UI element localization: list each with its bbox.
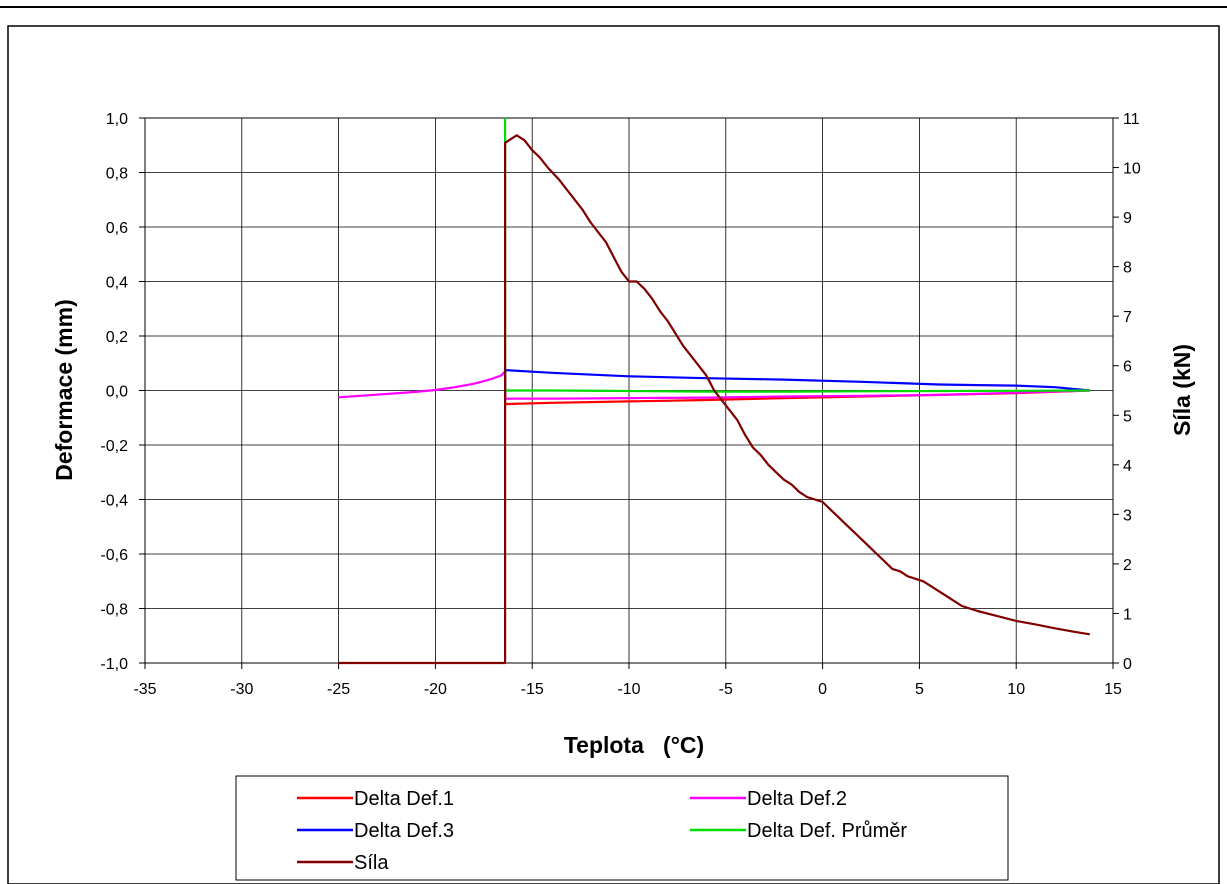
y2-tick-label: 11 [1123,111,1140,128]
y-tick-label: -0,4 [100,493,128,510]
legend-label: Delta Def.2 [747,788,847,810]
y2-tick-label: 9 [1123,210,1132,227]
x-tick-label: 10 [1007,681,1025,698]
y-tick-label: 0,6 [106,220,128,237]
y-tick-labels: 1,0 0,8 0,6 0,4 0,2 0,0 -0,2 -0,4 -0,6 -0,8 -1,0 [100,111,128,673]
y2-tick-label: 3 [1123,507,1132,524]
y-tick-label: 1,0 [106,111,128,128]
x-tick-label: -20 [424,681,447,698]
y2-tick-label: 2 [1123,557,1132,574]
x-axis-title: Teplota (°C) [564,732,704,758]
series-lines [338,118,1090,665]
y2-tick-label: 7 [1123,309,1132,326]
x-tick-label: -5 [719,681,733,698]
y-tick-label: 0,8 [106,166,128,183]
x-tick-label: 15 [1104,681,1122,698]
y-tick-label: -1,0 [100,656,128,673]
y-tick-label: 0,2 [106,329,128,346]
x-tick-label: -25 [327,681,350,698]
y-axis-title: Deformace (mm) [51,299,77,481]
y2-tick-label: 8 [1123,260,1132,277]
y-tick-label: -0,2 [100,438,128,455]
y2-tick-label: 1 [1123,606,1132,623]
y-tick-label: 0,0 [106,384,128,401]
x-tick-label: 0 [818,681,827,698]
y2-tick-label: 5 [1123,408,1132,425]
y2-tick-label: 6 [1123,359,1132,376]
y2-tick-label: 4 [1123,458,1132,475]
y-tick-label: -0,6 [100,547,128,564]
x-tick-label: -30 [230,681,253,698]
y2-tick-label: 0 [1123,656,1132,673]
legend: Delta Def.1 Delta Def.2 Delta Def.3 Delta D… [297,788,907,874]
y2-tick-label: 10 [1123,161,1141,178]
x-tick-label: 5 [915,681,924,698]
series-line-sila [338,134,1090,665]
series-line-delta-def-3 [504,369,1090,392]
chart-border [7,25,1220,884]
x-tick-label: -15 [521,681,544,698]
y-tick-label: -0,8 [100,602,128,619]
x-tick-label: -35 [133,681,156,698]
legend-box [235,775,1009,881]
legend-label: Delta Def.3 [354,820,454,842]
x-tick-label: -10 [617,681,640,698]
y-tick-label: 0,4 [106,275,128,292]
y2-axis-title: Síla (kN) [1169,344,1195,436]
legend-label: Delta Def. Průměr [747,820,907,842]
x-tick-labels: -35 -30 -25 -20 -15 -10 -5 0 5 10 15 [133,681,1122,698]
legend-label: Delta Def.1 [354,788,454,810]
legend-label: Síla [354,852,389,874]
